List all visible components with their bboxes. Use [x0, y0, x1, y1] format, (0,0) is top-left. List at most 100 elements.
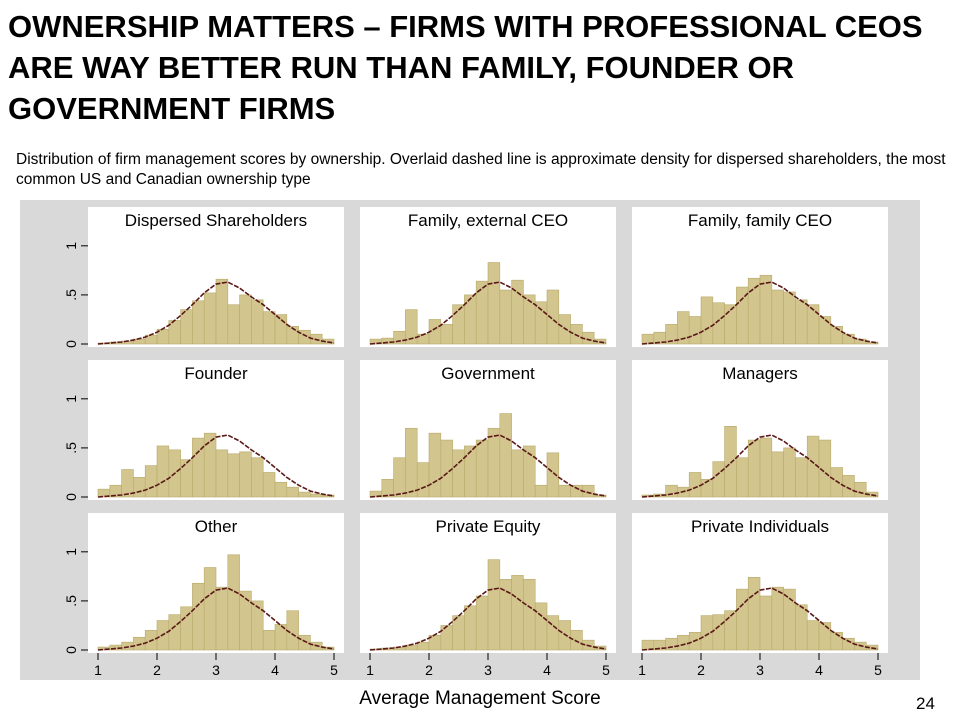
histogram-bar [251, 600, 264, 651]
histogram-bar [452, 449, 465, 498]
x-tick-label: 5 [874, 662, 882, 678]
y-tick-label: 0 [63, 340, 79, 348]
histogram-bar [759, 274, 773, 345]
histogram-bar [227, 453, 240, 498]
histogram-bar [440, 439, 453, 498]
histogram-bar [452, 304, 465, 345]
histogram-bar [405, 309, 418, 345]
histogram-bar [239, 294, 252, 345]
x-tick-label: 3 [212, 662, 220, 678]
histogram-bar [570, 324, 583, 345]
histogram-bar [203, 567, 217, 651]
histogram-bar [665, 484, 678, 498]
histogram-bar [795, 299, 808, 345]
histogram-bar [393, 457, 406, 498]
y-tick-label: 1 [63, 548, 79, 556]
histogram-bar [144, 465, 158, 498]
histogram-bar [227, 554, 240, 651]
y-tick-label: .5 [63, 595, 79, 607]
x-tick-label: 2 [697, 662, 705, 678]
histogram-bar [558, 620, 571, 651]
density-line [369, 434, 607, 498]
histogram-bar [274, 314, 288, 345]
histogram-bar [499, 413, 512, 498]
histogram-bar [487, 427, 501, 498]
histogram-bar [688, 472, 702, 498]
histogram-bar [227, 304, 240, 345]
density-line [97, 434, 335, 498]
histogram-bar [736, 588, 749, 651]
histogram-bar [724, 304, 737, 345]
histogram-bar [192, 300, 205, 345]
x-tick-label: 4 [271, 662, 279, 678]
histogram-bar [795, 604, 808, 651]
panel-title: Private Equity [436, 517, 541, 536]
panel-title: Family, external CEO [408, 211, 568, 230]
histogram-bar [523, 579, 536, 651]
panel-title: Founder [184, 364, 248, 383]
histogram-bar [286, 610, 299, 651]
histogram-bar [546, 452, 560, 498]
histogram-bar [298, 491, 311, 498]
histogram-bar [416, 462, 430, 498]
histogram-bar [133, 477, 146, 498]
x-tick-label: 3 [484, 662, 492, 678]
x-tick-label: 4 [815, 662, 823, 678]
histogram-bar [487, 262, 501, 345]
histogram-bar [665, 637, 678, 651]
histogram-bar [795, 457, 808, 498]
histogram-bar [156, 445, 170, 498]
histogram-bar [203, 292, 217, 345]
histogram-bar [747, 277, 761, 345]
panel-title: Government [441, 364, 535, 383]
page-number: 24 [916, 694, 935, 713]
y-tick-label: .5 [63, 289, 79, 301]
y-tick-label: 1 [63, 242, 79, 250]
histogram-bar [405, 427, 418, 498]
histogram-bar [759, 595, 773, 651]
histogram-bar [203, 432, 217, 498]
density-line [641, 587, 879, 651]
histogram-bar [688, 316, 702, 345]
histogram-bar [818, 622, 832, 651]
histogram-bar [747, 439, 761, 498]
histogram-bar [771, 451, 784, 498]
histogram-bar [511, 449, 524, 498]
histogram-bar [393, 330, 406, 345]
histogram-bar [854, 481, 867, 498]
x-tick-label: 2 [153, 662, 161, 678]
histogram-bar [830, 467, 843, 498]
x-tick-label: 5 [330, 662, 338, 678]
histogram-bar [262, 472, 276, 498]
histogram-bar [523, 445, 536, 498]
histogram-bar [818, 316, 832, 345]
x-tick-label: 5 [602, 662, 610, 678]
histogram-bar [783, 447, 796, 498]
slide-title: OWNERSHIP MATTERS – FIRMS WITH PROFESSIO… [8, 9, 923, 126]
histogram-bar [215, 449, 229, 498]
y-tick-label: 1 [63, 395, 79, 403]
histogram-bar [274, 481, 288, 498]
histogram-bar [499, 579, 512, 651]
histogram-bar [262, 630, 276, 651]
histogram-bar [736, 457, 749, 498]
histogram-bar [570, 630, 583, 651]
histogram-bar [700, 296, 714, 345]
density-line [641, 434, 879, 498]
small-multiples-chart: Dispersed Shareholders 0 .5 1 Family, extern… [63, 207, 888, 678]
histogram-bar [724, 610, 737, 651]
histogram-bar [168, 614, 181, 651]
panel-title: Family, family CEO [688, 211, 832, 230]
histogram-bar [251, 299, 264, 345]
histogram-bar [475, 439, 489, 498]
histogram-bar [180, 459, 193, 498]
histogram-bar [286, 486, 299, 498]
density-line [641, 281, 879, 345]
histogram-bar [511, 575, 524, 651]
slide-subtitle: Distribution of firm management scores b… [16, 151, 946, 188]
histogram-bar [499, 289, 512, 345]
x-tick-label: 3 [756, 662, 764, 678]
chart-area: Dispersed Shareholders 0 .5 1 Family, extern… [20, 200, 920, 680]
histogram-bar [534, 484, 548, 498]
density-line [369, 587, 607, 651]
